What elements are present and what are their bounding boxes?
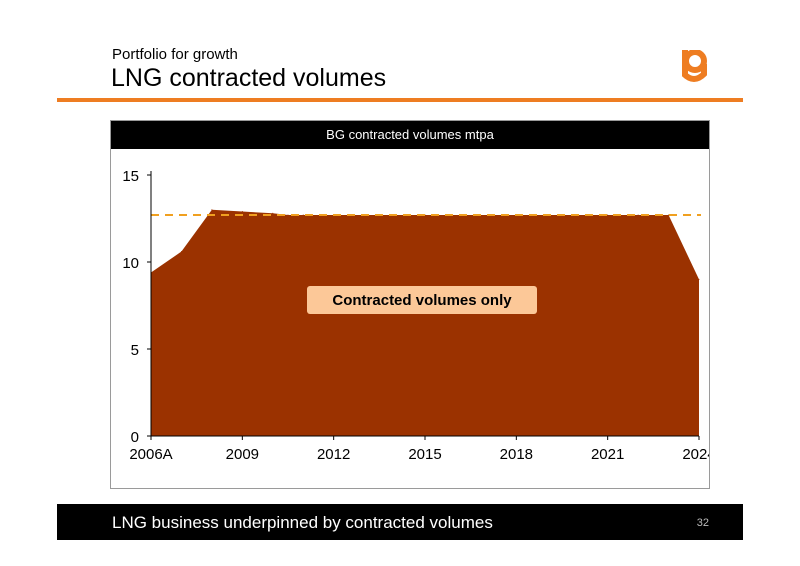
chart-title: BG contracted volumes mtpa (111, 121, 709, 149)
data-point (637, 214, 639, 216)
data-point (287, 214, 289, 216)
x-tick-label: 2018 (500, 446, 533, 463)
area-chart: 0 5 10 15 2006A 2009 2012 2015 2018 2021 2024 Contr… (122, 168, 709, 463)
accent-divider (57, 98, 743, 102)
footer-text: LNG business underpinned by contracted v… (112, 513, 493, 532)
y-tick-label: 5 (131, 342, 139, 359)
data-point (698, 278, 700, 280)
footer-bar: LNG business underpinned by contracted v… (57, 504, 743, 540)
data-point (668, 214, 670, 216)
page-number: 32 (696, 517, 709, 529)
data-point (211, 209, 213, 211)
data-point (180, 251, 182, 253)
x-tick-label: 2012 (317, 446, 350, 463)
x-tick-label: 2015 (408, 446, 441, 463)
y-tick-label: 10 (122, 255, 139, 272)
annotation-box (307, 286, 537, 314)
y-tick-label: 0 (131, 429, 139, 446)
data-point (302, 214, 304, 216)
contracted-volumes-area (151, 209, 699, 436)
x-tick-label: 2006A (129, 446, 172, 463)
annotation-label: Contracted volumes only (332, 292, 512, 309)
x-tick-label: 2021 (591, 446, 624, 463)
data-point (272, 212, 274, 214)
page-subtitle: Portfolio for growth (112, 46, 238, 63)
y-tick-label: 15 (122, 168, 139, 185)
x-tick-label: 2024 (682, 446, 709, 463)
data-point (241, 211, 243, 213)
x-tick-label: 2009 (226, 446, 259, 463)
bg-logo-icon (681, 50, 707, 82)
chart-panel: BG contracted volumes mtpa 0 5 10 15 2006A 20… (110, 120, 710, 489)
data-point (607, 214, 609, 216)
page-title: LNG contracted volumes (111, 64, 387, 92)
